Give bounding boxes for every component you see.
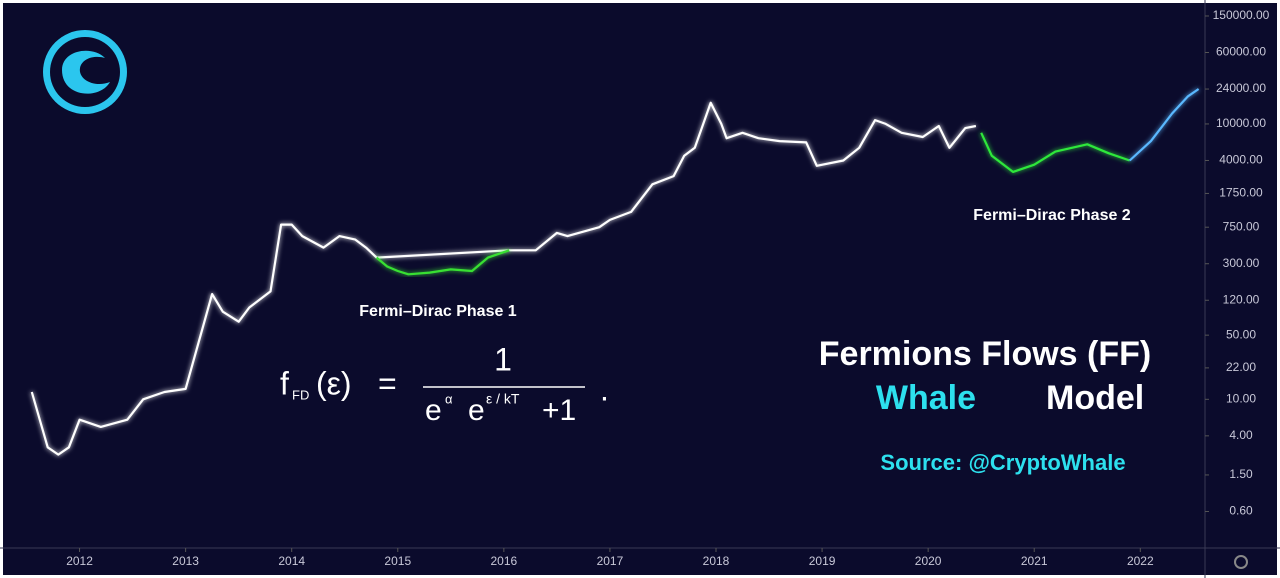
y-tick-label: 22.00 <box>1226 360 1256 374</box>
x-tick-label: 2017 <box>597 554 624 568</box>
formula-end: . <box>600 371 609 407</box>
price-line <box>30 101 977 456</box>
y-tick-label: 150000.00 <box>1213 8 1270 22</box>
gear-icon <box>1234 555 1248 569</box>
logo-whale <box>62 50 110 94</box>
annotation: Fermi–Dirac Phase 1 <box>359 303 517 320</box>
y-tick-label: 4000.00 <box>1219 153 1263 167</box>
y-tick-label: 120.00 <box>1223 292 1260 306</box>
plot <box>30 88 1200 456</box>
formula-equals: = <box>378 365 397 401</box>
x-tick-label: 2014 <box>278 554 305 568</box>
y-tick-label: 1.50 <box>1229 467 1253 481</box>
formula-numerator: 1 <box>494 341 512 377</box>
formula-exp: α <box>445 391 453 406</box>
chart-title: Fermions Flows (FF) <box>819 335 1151 373</box>
y-tick-label: 60000.00 <box>1216 45 1266 59</box>
formula-sub: FD <box>292 387 309 402</box>
price-line <box>375 249 510 276</box>
price-line <box>980 132 1131 173</box>
y-tick-label: 1750.00 <box>1219 186 1263 200</box>
x-tick-label: 2020 <box>915 554 942 568</box>
y-tick-label: 24000.00 <box>1216 81 1266 95</box>
x-tick-label: 2012 <box>66 554 93 568</box>
x-tick-label: 2016 <box>490 554 517 568</box>
formula-exp: ε / kT <box>486 391 520 407</box>
y-tick-label: 750.00 <box>1223 219 1260 233</box>
source: Source: @CryptoWhale <box>880 450 1125 475</box>
x-tick-label: 2019 <box>809 554 836 568</box>
formula-e: e <box>425 394 442 427</box>
y-tick-label: 300.00 <box>1223 256 1260 270</box>
logo <box>43 30 127 114</box>
logo-inner <box>50 37 120 107</box>
annotation: Fermi–Dirac Phase 2 <box>973 207 1131 224</box>
x-tick-label: 2015 <box>384 554 411 568</box>
x-tick-label: 2022 <box>1127 554 1154 568</box>
x-tick-label: 2018 <box>703 554 730 568</box>
y-tick-label: 10000.00 <box>1216 116 1266 130</box>
x-tick-label: 2013 <box>172 554 199 568</box>
title-rest: Model <box>1046 379 1144 417</box>
title-highlight: Whale <box>876 379 976 417</box>
y-tick-label: 50.00 <box>1226 327 1256 341</box>
x-tick-label: 2021 <box>1021 554 1048 568</box>
formula: f FD (ε) = 1 e α e ε / kT +1 . <box>280 341 609 426</box>
gear <box>1234 555 1248 569</box>
formula-f: f <box>280 365 289 401</box>
y-tick-label: 10.00 <box>1226 391 1256 405</box>
formula-tail: +1 <box>542 394 576 427</box>
formula-e: e <box>468 394 485 427</box>
formula-arg: (ε) <box>316 365 352 401</box>
y-tick-label: 0.60 <box>1229 504 1253 518</box>
price-line <box>1128 88 1200 162</box>
y-tick-label: 4.00 <box>1229 428 1253 442</box>
